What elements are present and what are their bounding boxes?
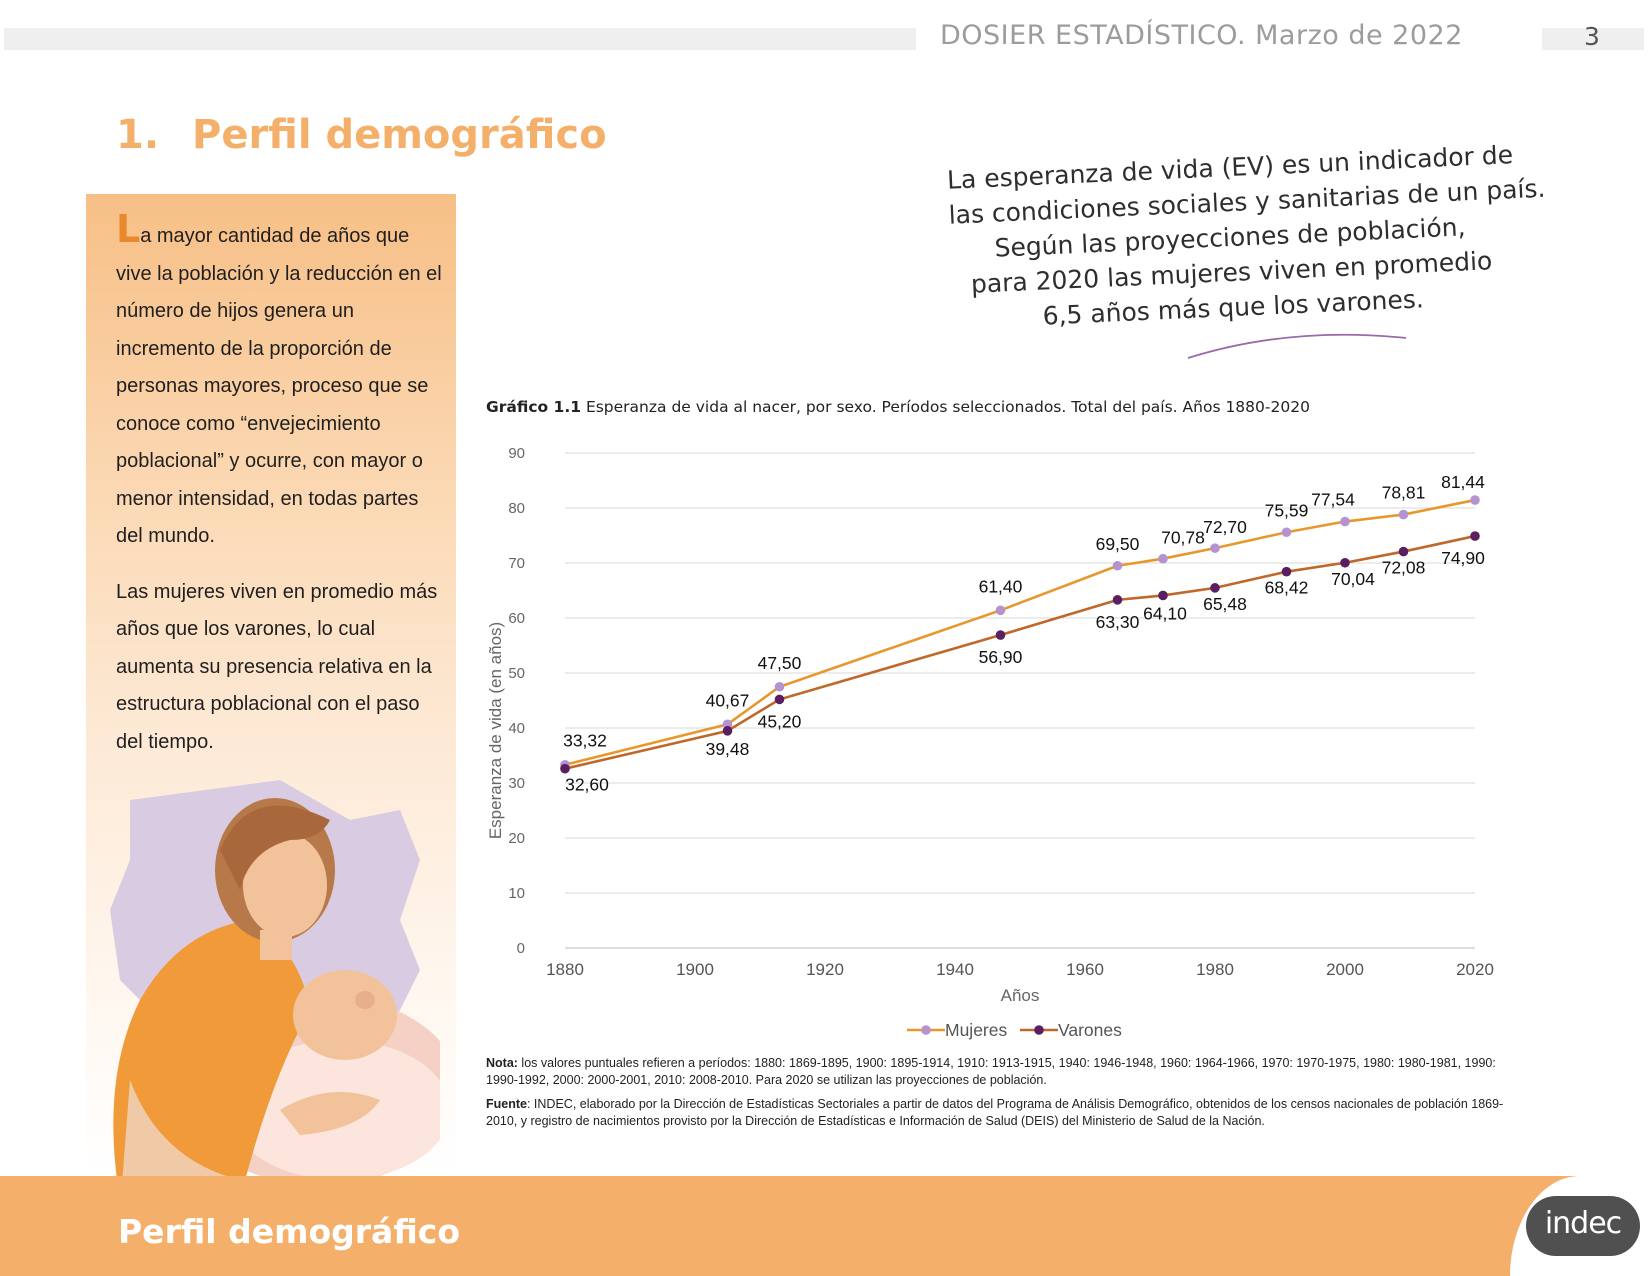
varones-data-label: 39,48 (706, 739, 750, 759)
y-tick-label: 90 (508, 445, 525, 462)
mujeres-data-label: 47,50 (758, 653, 802, 673)
chart-note: Nota: los valores puntuales refieren a p… (486, 1055, 1526, 1089)
chart-caption: Gráfico 1.1 Esperanza de vida al nacer, … (486, 398, 1310, 416)
varones-data-label: 68,42 (1265, 578, 1309, 598)
intro-panel-text: La mayor cantidad de años que vive la po… (116, 210, 446, 779)
y-tick-label: 70 (508, 555, 525, 572)
y-tick-label: 30 (508, 775, 525, 792)
mujeres-data-label: 77,54 (1311, 490, 1355, 510)
intro-paragraph-1-text: a mayor cantidad de años que vive la pob… (116, 225, 442, 547)
mujeres-data-point (1398, 509, 1409, 520)
highlight-quote: La esperanza de vida (EV) es un indicado… (946, 137, 1546, 337)
varones-data-point (1281, 566, 1292, 577)
y-tick-label: 40 (508, 720, 525, 737)
varones-data-point (995, 630, 1006, 640)
x-tick-label: 1880 (546, 960, 584, 979)
mujeres-data-point (774, 681, 785, 692)
varones-data-point (1112, 595, 1123, 605)
section-number: 1. (116, 112, 160, 158)
varones-data-point (1398, 546, 1409, 557)
varones-data-point (1158, 590, 1168, 601)
mujeres-data-label: 81,44 (1441, 472, 1485, 492)
mujeres-data-label: 72,70 (1203, 517, 1247, 537)
mother-baby-illustration (110, 780, 440, 1210)
mujeres-data-point (1470, 495, 1480, 505)
varones-data-label: 63,30 (1096, 612, 1140, 632)
mother-hand (280, 1092, 380, 1135)
chart-caption-text: Esperanza de vida al nacer, por sexo. Pe… (581, 398, 1310, 416)
mujeres-data-label: 33,32 (563, 731, 607, 751)
y-tick-label: 50 (508, 665, 525, 682)
note-text: los valores puntuales refieren a período… (486, 1056, 1496, 1087)
mujeres-data-point (1281, 527, 1292, 538)
y-tick-label: 0 (517, 940, 525, 957)
x-tick-label: 1960 (1066, 960, 1104, 979)
header-bar-right (1542, 28, 1644, 50)
legend-entry-label: Varones (1058, 1020, 1122, 1040)
x-tick-label: 1980 (1196, 960, 1234, 979)
note-label: Nota: (486, 1056, 518, 1070)
varones-data-point (1210, 583, 1220, 593)
x-tick-label: 1900 (676, 960, 714, 979)
mujeres-data-label: 61,40 (979, 576, 1023, 596)
intro-paragraph-2: Las mujeres viven en promedio más años q… (116, 580, 438, 753)
x-tick-label: 1920 (806, 960, 844, 979)
legend-swatch-marker (1034, 1025, 1044, 1035)
varones-data-label: 64,10 (1143, 603, 1187, 623)
legend-entry-label: Mujeres (945, 1020, 1007, 1040)
mujeres-series-line (564, 498, 1476, 767)
indec-logo-text: indec (1544, 1206, 1622, 1241)
page-number: 3 (1584, 22, 1600, 51)
varones-data-point (560, 763, 570, 774)
varones-data-point (774, 694, 785, 705)
section-title: Perfil demográfico (192, 112, 607, 158)
legend-swatch-marker (921, 1025, 931, 1035)
source-text: : INDEC, elaborado por la Dirección de E… (486, 1097, 1504, 1128)
varones-data-label: 70,04 (1331, 569, 1375, 589)
chart-source: Fuente: INDEC, elaborado por la Direcció… (486, 1096, 1526, 1130)
indec-logo (1526, 1196, 1640, 1256)
mujeres-data-label: 40,67 (706, 690, 750, 710)
varones-data-label: 65,48 (1203, 594, 1247, 614)
mujeres-data-label: 75,59 (1265, 500, 1309, 520)
y-tick-label: 20 (508, 830, 525, 847)
varones-data-label: 45,20 (758, 711, 802, 731)
varones-data-label: 32,60 (565, 775, 609, 795)
varones-data-point (722, 726, 733, 736)
mujeres-data-point (1340, 516, 1350, 527)
y-tick-label: 80 (508, 500, 525, 517)
varones-data-label: 72,08 (1382, 558, 1426, 578)
intro-paragraph-1: La mayor cantidad de años que vive la po… (116, 210, 446, 556)
x-axis-label: Años (1001, 986, 1040, 1005)
y-tick-label: 60 (508, 610, 525, 627)
varones-data-label: 56,90 (979, 647, 1023, 667)
chart-caption-label: Gráfico 1.1 (486, 398, 582, 416)
mujeres-data-point (1112, 560, 1123, 571)
footer-bar (0, 1176, 1648, 1276)
mujeres-data-point (1158, 553, 1168, 564)
life-expectancy-line-chart: 0 10 20 30 40 50 60 70 80 90 1880 1900 1920 1940 1960 1… (486, 445, 1494, 1040)
baby-head (293, 970, 397, 1060)
mujeres-data-label: 70,78 (1161, 528, 1205, 548)
mujeres-data-point (995, 605, 1006, 616)
varones-data-point (1470, 531, 1480, 541)
varones-data-point (1340, 557, 1350, 568)
x-tick-label: 2000 (1326, 960, 1364, 979)
mujeres-data-point (1210, 543, 1220, 553)
footer-title: Perfil demográfico (118, 1212, 461, 1251)
y-axis-label: Esperanza de vida (en años) (486, 622, 505, 839)
y-tick-label: 10 (508, 885, 525, 902)
header-bar-left (4, 28, 916, 50)
varones-data-label: 74,90 (1441, 548, 1485, 568)
document-title: DOSIER ESTADÍSTICO. Marzo de 2022 (940, 20, 1463, 51)
x-tick-label: 2020 (1456, 960, 1494, 979)
mujeres-data-label: 69,50 (1096, 534, 1140, 554)
mujeres-data-label: 78,81 (1382, 483, 1426, 503)
dropcap: L (116, 207, 141, 251)
x-tick-label: 1940 (936, 960, 974, 979)
quote-underline-stroke (1187, 333, 1407, 359)
source-label: Fuente (486, 1097, 527, 1111)
